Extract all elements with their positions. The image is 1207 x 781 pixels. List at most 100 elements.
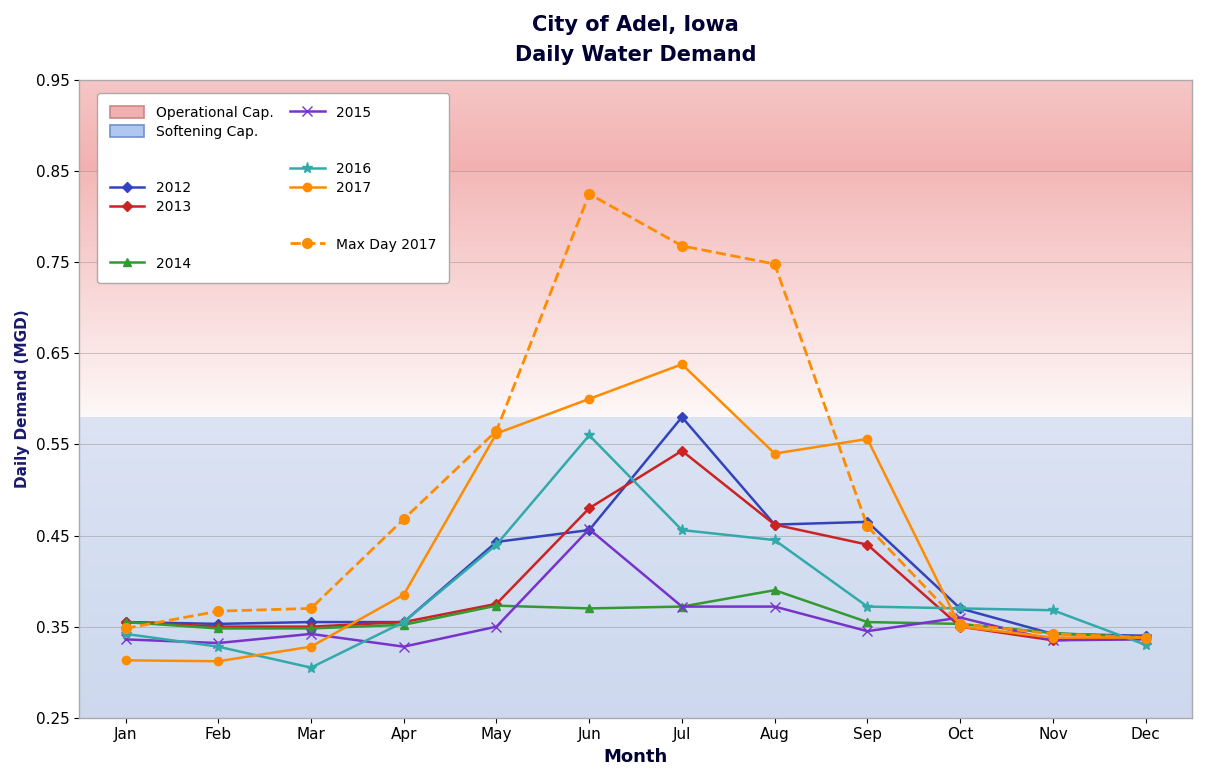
Bar [80, 248, 1193, 250]
Bar [80, 338, 1193, 340]
Bar [80, 391, 1193, 393]
Bar [80, 526, 1193, 527]
Bar [80, 184, 1193, 186]
Bar [80, 411, 1193, 412]
Bar [80, 534, 1193, 536]
Bar [80, 245, 1193, 246]
Bar [80, 265, 1193, 266]
Bar [80, 246, 1193, 248]
Bar [80, 410, 1193, 411]
Bar [80, 476, 1193, 477]
Bar [80, 637, 1193, 638]
Bar [80, 549, 1193, 551]
Bar [80, 192, 1193, 193]
Bar [80, 640, 1193, 641]
Bar [80, 685, 1193, 686]
Bar [80, 701, 1193, 703]
2015 [211, 638, 226, 647]
Line: Max Day 2017: Max Day 2017 [121, 189, 1150, 643]
Bar [80, 390, 1193, 391]
Bar [80, 325, 1193, 326]
Bar [80, 213, 1193, 214]
Bar [80, 289, 1193, 291]
Bar [80, 408, 1193, 410]
Bar [80, 349, 1193, 351]
Bar [80, 314, 1193, 315]
2012 [304, 618, 319, 627]
Bar [80, 588, 1193, 590]
2016 [211, 642, 226, 651]
Bar [80, 364, 1193, 366]
Bar [80, 562, 1193, 563]
Bar [80, 218, 1193, 219]
Bar [80, 614, 1193, 615]
Bar [80, 308, 1193, 310]
2014 [211, 624, 226, 633]
Bar [80, 608, 1193, 609]
Bar [80, 370, 1193, 372]
Bar [80, 379, 1193, 380]
Bar [80, 544, 1193, 545]
Bar [80, 697, 1193, 698]
Bar [80, 536, 1193, 537]
2014 [1138, 633, 1153, 642]
Bar [80, 383, 1193, 384]
2013 [582, 504, 596, 513]
Bar [80, 456, 1193, 458]
Bar [80, 676, 1193, 677]
2014 [861, 618, 875, 627]
Bar [80, 367, 1193, 368]
Bar [80, 591, 1193, 593]
Bar [80, 428, 1193, 429]
2015 [1138, 635, 1153, 644]
Bar [80, 216, 1193, 218]
Bar [80, 235, 1193, 237]
Bar [80, 448, 1193, 450]
Bar [80, 433, 1193, 435]
Bar [80, 623, 1193, 625]
Bar [80, 524, 1193, 526]
Line: 2016: 2016 [119, 430, 1151, 673]
Bar [80, 572, 1193, 573]
Bar [80, 576, 1193, 578]
Bar [80, 555, 1193, 557]
Bar [80, 495, 1193, 497]
Bar [80, 287, 1193, 288]
Bar [80, 214, 1193, 216]
Bar [80, 267, 1193, 269]
Bar [80, 687, 1193, 689]
Bar [80, 269, 1193, 271]
Bar [80, 385, 1193, 387]
Bar [80, 615, 1193, 617]
Bar [80, 359, 1193, 361]
Bar [80, 255, 1193, 256]
Bar [80, 326, 1193, 327]
Bar [80, 474, 1193, 476]
Bar [80, 369, 1193, 370]
Bar [80, 565, 1193, 566]
Bar [80, 473, 1193, 474]
Bar [80, 347, 1193, 348]
Bar [80, 242, 1193, 244]
Bar [80, 358, 1193, 359]
Bar [80, 584, 1193, 586]
2016 [118, 629, 133, 639]
Bar [80, 193, 1193, 194]
Bar [80, 374, 1193, 376]
2014 [582, 604, 596, 613]
Bar [80, 661, 1193, 662]
Bar [80, 380, 1193, 381]
Bar [80, 479, 1193, 480]
2012 [489, 537, 503, 547]
2017 [675, 359, 689, 369]
Bar [80, 682, 1193, 683]
2017 [1138, 633, 1153, 642]
Bar [80, 471, 1193, 473]
Bar [80, 333, 1193, 335]
Max Day 2017 [768, 259, 782, 269]
Bar [80, 581, 1193, 583]
Bar [80, 425, 1193, 426]
2016 [489, 540, 503, 549]
Bar [80, 586, 1193, 587]
Max Day 2017 [861, 522, 875, 531]
